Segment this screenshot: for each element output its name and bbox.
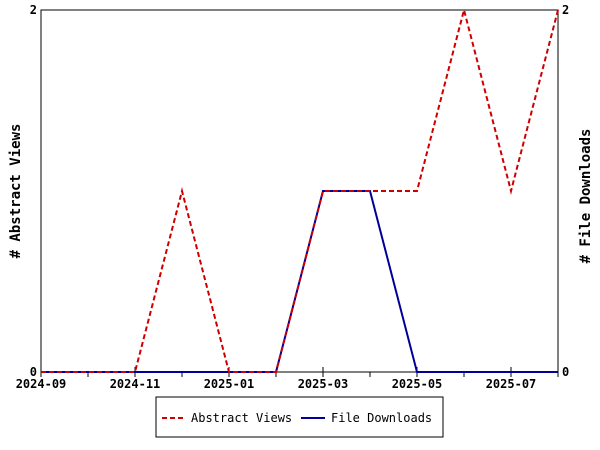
y-right-tick-label: 0 — [562, 365, 569, 379]
y-right-tick-label: 2 — [562, 3, 569, 17]
y-axis-left-label: # Abstract Views — [8, 124, 24, 259]
plot-area — [40, 9, 559, 373]
series-layer — [40, 6, 559, 373]
y-axis-right-label: # File Downloads — [578, 129, 594, 264]
legend-box — [155, 396, 444, 438]
legend-label-abstract-views: Abstract Views — [191, 411, 292, 425]
x-tick-label: 2025-03 — [298, 377, 349, 391]
series-line-abstract-views — [41, 6, 559, 373]
x-axis: 2024-09 2024-11 2025-01 2025-03 2025-05 2025-… — [16, 367, 559, 391]
x-tick-label: 2025-01 — [204, 377, 255, 391]
y-left-tick-label: 0 — [30, 365, 37, 379]
legend-label-file-downloads: File Downloads — [331, 411, 432, 425]
plot-border — [40, 9, 559, 373]
x-tick-label: 2025-07 — [486, 377, 537, 391]
y-left-tick-label: 2 — [30, 3, 37, 17]
legend: Abstract Views File Downloads — [155, 396, 444, 438]
x-tick-label: 2025-05 — [392, 377, 443, 391]
x-tick-label: 2024-11 — [110, 377, 161, 391]
x-tick-label: 2024-09 — [16, 377, 67, 391]
